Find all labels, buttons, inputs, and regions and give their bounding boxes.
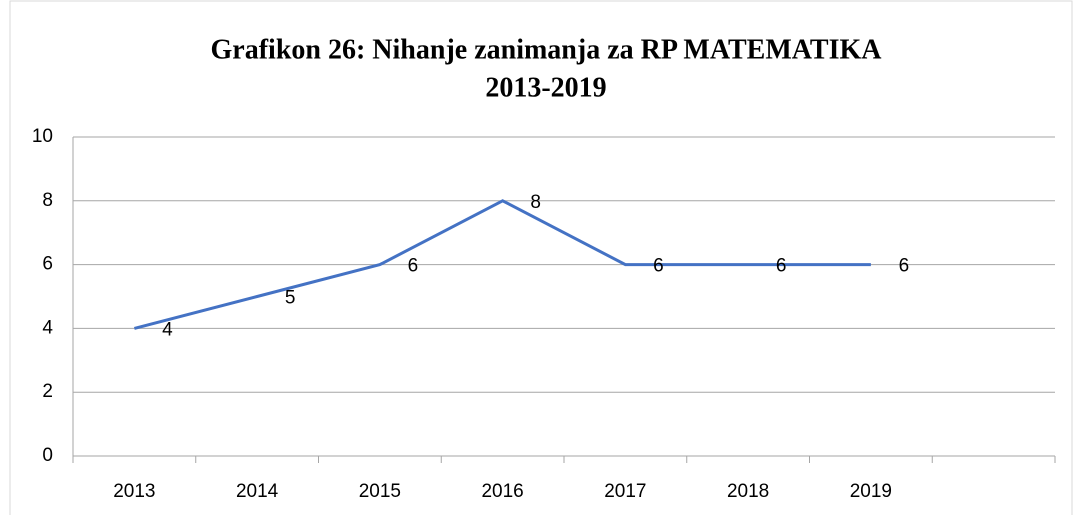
y-tick-label: 6 bbox=[42, 254, 53, 275]
x-tick-label: 2014 bbox=[236, 481, 279, 502]
x-tick-label: 2018 bbox=[727, 481, 769, 502]
x-tick-label: 2015 bbox=[359, 481, 401, 502]
data-label: 4 bbox=[162, 319, 173, 340]
y-tick-label: 4 bbox=[42, 317, 53, 338]
line-series bbox=[133, 199, 871, 330]
y-tick-label: 0 bbox=[42, 445, 53, 466]
data-label: 6 bbox=[899, 256, 910, 277]
data-label: 6 bbox=[408, 256, 419, 277]
y-tick-label: 2 bbox=[42, 381, 53, 402]
chart-frame bbox=[9, 0, 1073, 515]
x-tick-label: 2019 bbox=[850, 481, 892, 502]
x-tick-label: 2016 bbox=[481, 481, 523, 502]
data-label: 6 bbox=[653, 256, 664, 277]
data-label: 6 bbox=[776, 256, 787, 277]
y-tick-label: 8 bbox=[42, 190, 53, 211]
chart-title: Grafikon 26: Nihanje zanimanja za RP MAT… bbox=[211, 34, 883, 65]
chart-title: 2013-2019 bbox=[485, 72, 606, 103]
x-tick-label: 2017 bbox=[604, 481, 646, 502]
data-label: 8 bbox=[530, 192, 541, 213]
y-tick-label: 10 bbox=[32, 126, 53, 147]
x-tick-label: 2013 bbox=[113, 481, 155, 502]
data-label: 5 bbox=[285, 288, 296, 309]
